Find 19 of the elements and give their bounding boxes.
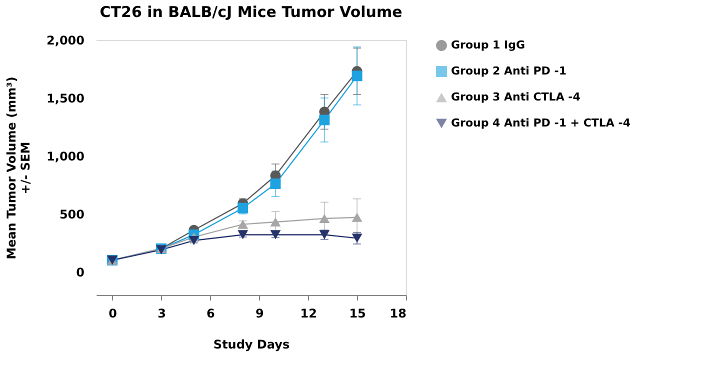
chart-title: CT26 in BALB/cJ Mice Tumor Volume: [100, 3, 402, 21]
x-tick-label: 18: [390, 306, 406, 320]
y-tick-label: 0: [76, 265, 84, 280]
x-tick-label: 15: [349, 306, 366, 320]
y-tick-label: 1,000: [46, 149, 84, 164]
legend-label: Group 4 Anti PD -1 + CTLA -4: [451, 116, 631, 130]
y-tick-label: 500: [59, 207, 84, 222]
x-tick-label: 6: [206, 306, 215, 320]
legend-label: Group 2 Anti PD -1: [451, 64, 566, 78]
legend-label: Group 1 IgG: [451, 38, 526, 52]
x-tick-label: 3: [158, 306, 166, 320]
x-axis-title: Study Days: [213, 338, 290, 352]
x-tick-label: 9: [255, 306, 264, 320]
legend-label: Group 3 Anti CTLA -4: [451, 90, 581, 104]
y-axis-title: Mean Tumor Volume (mm³) +/- SEM: [4, 76, 33, 260]
x-tick-label: 0: [108, 306, 117, 320]
x-tick-label: 12: [300, 306, 317, 320]
y-tick-label: 2,000: [46, 34, 84, 48]
y-tick-label: 1,500: [46, 91, 84, 106]
